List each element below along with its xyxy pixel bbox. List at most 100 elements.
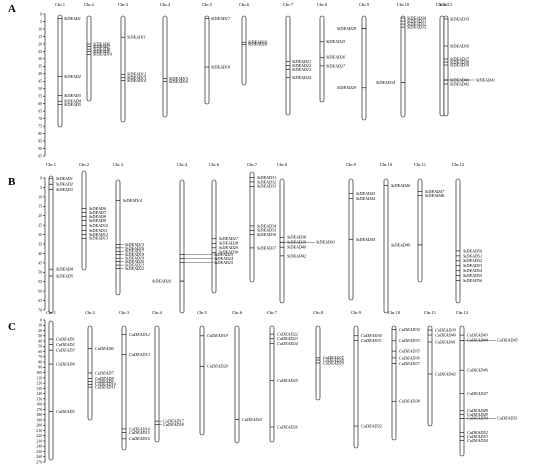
axis-tick-label: 40 — [38, 339, 42, 343]
gene-label: StDEAD14 — [123, 198, 143, 203]
gene-label: SlDEAD31 — [407, 18, 426, 23]
gene-label: CaDEAD28 — [323, 357, 345, 362]
gene-marker: CaDEAD30 — [354, 333, 383, 338]
chromosome-chr4: Chr.4 — [152, 310, 163, 443]
axis-tick-label: 45 — [38, 80, 42, 84]
gene-marker: SlDEAD17 — [205, 16, 231, 21]
gene-marker: StDEAD11 — [82, 228, 108, 233]
gene-label: CaDEAD7 — [95, 370, 114, 375]
gene-marker: SlDEAD7 — [87, 44, 111, 49]
axis-tick-label: 25 — [38, 224, 42, 228]
chromosome-label: Chr.8 — [317, 2, 328, 7]
gene-label: CaDEAD24 — [277, 341, 299, 346]
gene-marker: SlDEAD36 — [444, 43, 470, 48]
gene-marker: StDEAD21 — [116, 263, 144, 268]
gene-label: StDEAD29 — [219, 245, 239, 250]
gene-label: SlDEAD23 — [292, 67, 311, 72]
gene-marker: StDEAD42 — [280, 253, 307, 258]
gene-marker: StDEAD10 — [82, 223, 109, 228]
gene-label: CaDEAD19 — [207, 333, 229, 338]
gene-label: CaDEAD49 — [467, 412, 489, 417]
axis-tick-label: 230 — [36, 439, 42, 443]
gene-label: StDEAD35 — [257, 228, 277, 233]
chromosome-label: Chr.1 — [55, 2, 66, 7]
chromosome-chr11: Chr.11 — [414, 162, 427, 283]
gene-marker: SlDEAD9 — [87, 49, 111, 54]
gene-marker: StDEAD32 — [250, 179, 277, 184]
gene-label: CaDEAD52 — [467, 430, 489, 435]
gene-marker: StDEAD35 — [250, 228, 277, 233]
gene-label: SlDEAD24 — [292, 75, 312, 80]
gene-label: SlDEAD16 — [169, 79, 189, 84]
gene-label: CaDEAD33 — [399, 338, 420, 343]
axis-tick-label: 90 — [38, 366, 42, 370]
gene-label: CaDEAD11 — [95, 385, 115, 390]
gene-label: CaDEAD48 — [467, 408, 489, 413]
gene-label: SlDEAD42 — [450, 81, 470, 86]
axis-tick-label: 15 — [38, 35, 42, 39]
gene-marker: CaDEAD16 — [122, 436, 151, 441]
axis-tick-label: 220 — [36, 434, 42, 438]
chromosome-chr6: Chr.6 — [232, 310, 243, 444]
panel-b: B 0 5 10 15 20 25 30 35 40 45 50 55 60 65 70 Chr.1 Chr.2 C… — [8, 162, 483, 314]
gene-marker: StDEAD8 — [82, 214, 107, 219]
gene-marker: CaDEAD18 — [155, 422, 185, 427]
gene-marker: StDEAD1 — [49, 176, 73, 181]
chromosome-bar — [249, 171, 255, 283]
gene-label: CaDEAD41 — [435, 339, 456, 344]
axis-tick-label: 30 — [38, 334, 42, 338]
chromosome-label: Chr.10 — [380, 162, 393, 167]
gene-marker: StDEAD47 — [418, 189, 445, 194]
gene-marker: CaDEAD36 — [392, 355, 421, 360]
chromosome-chr8: Chr.8 — [277, 162, 288, 304]
chromosome-label: Chr.6 — [232, 310, 243, 315]
gene-marker: SlDEAD42 — [444, 81, 470, 86]
gene-marker: CaDEAD45 — [460, 338, 519, 343]
gene-label: StDEAD30 — [219, 250, 239, 255]
chromosome-bar — [48, 175, 54, 314]
chromosome-label: Chr.6 — [209, 162, 220, 167]
gene-label: SlDEAD20 — [248, 42, 268, 47]
chromosome-label: Chr.2 — [79, 162, 90, 167]
gene-label: SlDEAD27 — [326, 63, 346, 68]
gene-label: SlDEAD14 — [127, 78, 147, 83]
gene-marker: StDEAD15 — [116, 242, 145, 247]
chromosome-chr4: Chr.4 — [177, 162, 188, 314]
gene-marker: CaDEAD49 — [460, 412, 489, 417]
gene-marker: StDEAD29 — [212, 245, 239, 250]
gene-marker: CaDEAD29 — [316, 360, 345, 365]
gene-marker: CaDEAD38 — [392, 399, 421, 404]
gene-label: CaDEAD25 — [277, 378, 299, 383]
gene-marker: StDEAD27 — [212, 236, 239, 241]
axis-tick-label: 200 — [36, 424, 42, 428]
gene-marker: CaDEAD42 — [428, 371, 457, 376]
gene-label: CaDEAD13 — [129, 352, 150, 357]
gene-marker: StDEAD13 — [82, 236, 108, 241]
gene-marker: CaDEAD13 — [122, 352, 150, 357]
chromosome-bar — [211, 179, 217, 294]
gene-label: CaDEAD45 — [497, 338, 519, 343]
chromosome-chr2: Chr.2 — [85, 310, 96, 421]
gene-marker: StDEAD53 — [456, 263, 482, 268]
gene-label: StDEAD42 — [287, 253, 307, 258]
gene-label: StDEAD19 — [125, 256, 145, 261]
axis-tick-label: 110 — [36, 376, 42, 380]
chromosome-bar — [427, 325, 433, 427]
gene-label: SlDEAD38 — [450, 59, 470, 64]
gene-label: SlDEAD22 — [292, 63, 312, 68]
axis-tick-label: 70 — [38, 117, 42, 121]
gene-label: StDEAD22 — [125, 266, 145, 271]
gene-marker: CaDEAD21 — [235, 417, 263, 422]
chromosome-label: Chr.12 — [456, 310, 469, 315]
gene-marker: StDEAD6 — [82, 206, 107, 211]
gene-marker: CaDEAD27 — [316, 355, 345, 360]
gene-marker: StDEAD5 — [49, 273, 74, 278]
gene-marker: SlDEAD20 — [242, 42, 268, 47]
gene-marker: SlDEAD8 — [87, 47, 111, 52]
gene-label: SlDEAD41 — [476, 77, 495, 82]
gene-label: CaDEAD4 — [56, 361, 75, 366]
gene-label: SlDEAD32 — [407, 21, 427, 26]
chromosome-bar — [154, 325, 160, 443]
gene-marker: SlDEAD14 — [121, 78, 147, 83]
